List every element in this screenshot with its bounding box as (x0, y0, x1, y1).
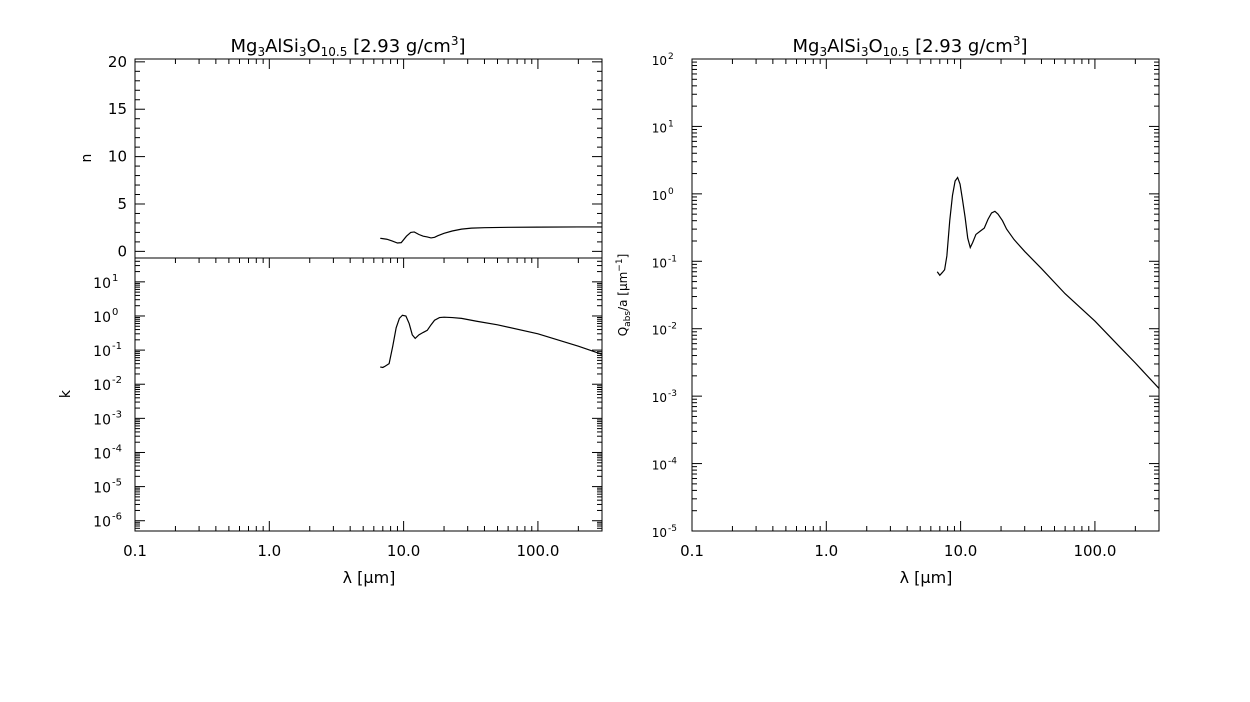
k-y-tick-label: 10 (93, 276, 111, 292)
n-y-tick-label: 5 (117, 195, 127, 213)
k-panel-ylabel: k (58, 389, 74, 398)
k-y-tick-exponent: -5 (112, 478, 122, 489)
right-x-tick-label: 10.0 (944, 542, 977, 560)
n-panel-curve (380, 226, 602, 244)
k-y-tick-label: 10 (93, 310, 111, 326)
right-y-tick-exponent: 1 (668, 119, 674, 129)
k-panel-frame (134, 257, 603, 532)
k-y-tick-label: 10 (93, 515, 111, 531)
right-y-tick-exponent: 0 (668, 187, 674, 197)
right-x-tick-label: 1.0 (814, 542, 838, 560)
left-x-tick-label: 10.0 (387, 542, 420, 560)
n-y-tick-label: 0 (117, 242, 127, 260)
right-y-tick-label: 10 (652, 459, 667, 473)
right-y-tick-exponent: -2 (668, 322, 677, 332)
n-panel-ylabel: n (79, 154, 95, 163)
left-x-tick-label: 0.1 (123, 542, 147, 560)
k-y-tick-exponent: 1 (112, 273, 118, 284)
k-y-tick-label: 10 (93, 446, 111, 462)
right-chart-ylabel: Qabs/a [μm−1] (615, 254, 633, 337)
right-x-tick-label: 0.1 (680, 542, 704, 560)
right-x-tick-label: 100.0 (1073, 542, 1116, 560)
k-y-tick-exponent: -6 (112, 512, 122, 523)
right-chart: Mg3AlSi3O10.5 [2.93 g/cm3] 0.1 1.0 10.0 100… (615, 34, 1160, 587)
k-panel-curve (380, 314, 603, 369)
n-y-tick-label: 15 (108, 100, 127, 118)
n-y-tick-label: 20 (108, 53, 127, 71)
left-x-tick-label: 100.0 (516, 542, 559, 560)
right-y-tick-exponent: -4 (668, 457, 677, 467)
k-y-tick-exponent: -3 (112, 409, 122, 420)
left-chart: Mg3AlSi3O10.5 [2.93 g/cm3] 0.1 1.0 10.0 100… (58, 34, 603, 587)
right-y-tick-exponent: -5 (668, 524, 677, 534)
n-y-tick-label: 10 (108, 148, 127, 166)
right-y-tick-label: 10 (652, 391, 667, 405)
k-y-tick-label: 10 (93, 412, 111, 428)
k-y-tick-label: 10 (93, 344, 111, 360)
right-y-tick-label: 10 (652, 121, 667, 135)
k-y-tick-exponent: 0 (112, 307, 118, 318)
k-y-tick-label: 10 (93, 481, 111, 497)
right-y-tick-label: 10 (652, 324, 667, 338)
k-y-tick-exponent: -4 (112, 443, 122, 454)
right-chart-curve (936, 176, 1160, 389)
left-x-tick-label: 1.0 (257, 542, 281, 560)
right-y-tick-exponent: -3 (668, 389, 677, 399)
right-y-tick-label: 10 (652, 54, 667, 68)
k-y-tick-exponent: -2 (112, 375, 122, 386)
left-chart-xlabel: λ [μm] (343, 568, 396, 587)
right-panel-frame (691, 58, 1160, 532)
right-chart-title: Mg3AlSi3O10.5 [2.93 g/cm3] (792, 34, 1027, 59)
right-y-tick-label: 10 (652, 526, 667, 540)
right-chart-xlabel: λ [μm] (900, 568, 953, 587)
right-y-tick-exponent: 2 (668, 52, 674, 62)
right-y-tick-label: 10 (652, 189, 667, 203)
left-ticks (134, 59, 603, 532)
k-y-tick-label: 10 (93, 378, 111, 394)
right-y-tick-label: 10 (652, 256, 667, 270)
k-y-tick-exponent: -1 (112, 341, 122, 352)
right-y-tick-exponent: -1 (668, 254, 677, 264)
right-ticks (691, 58, 1160, 532)
left-chart-title: Mg3AlSi3O10.5 [2.93 g/cm3] (230, 34, 465, 59)
n-panel-frame (134, 58, 603, 259)
